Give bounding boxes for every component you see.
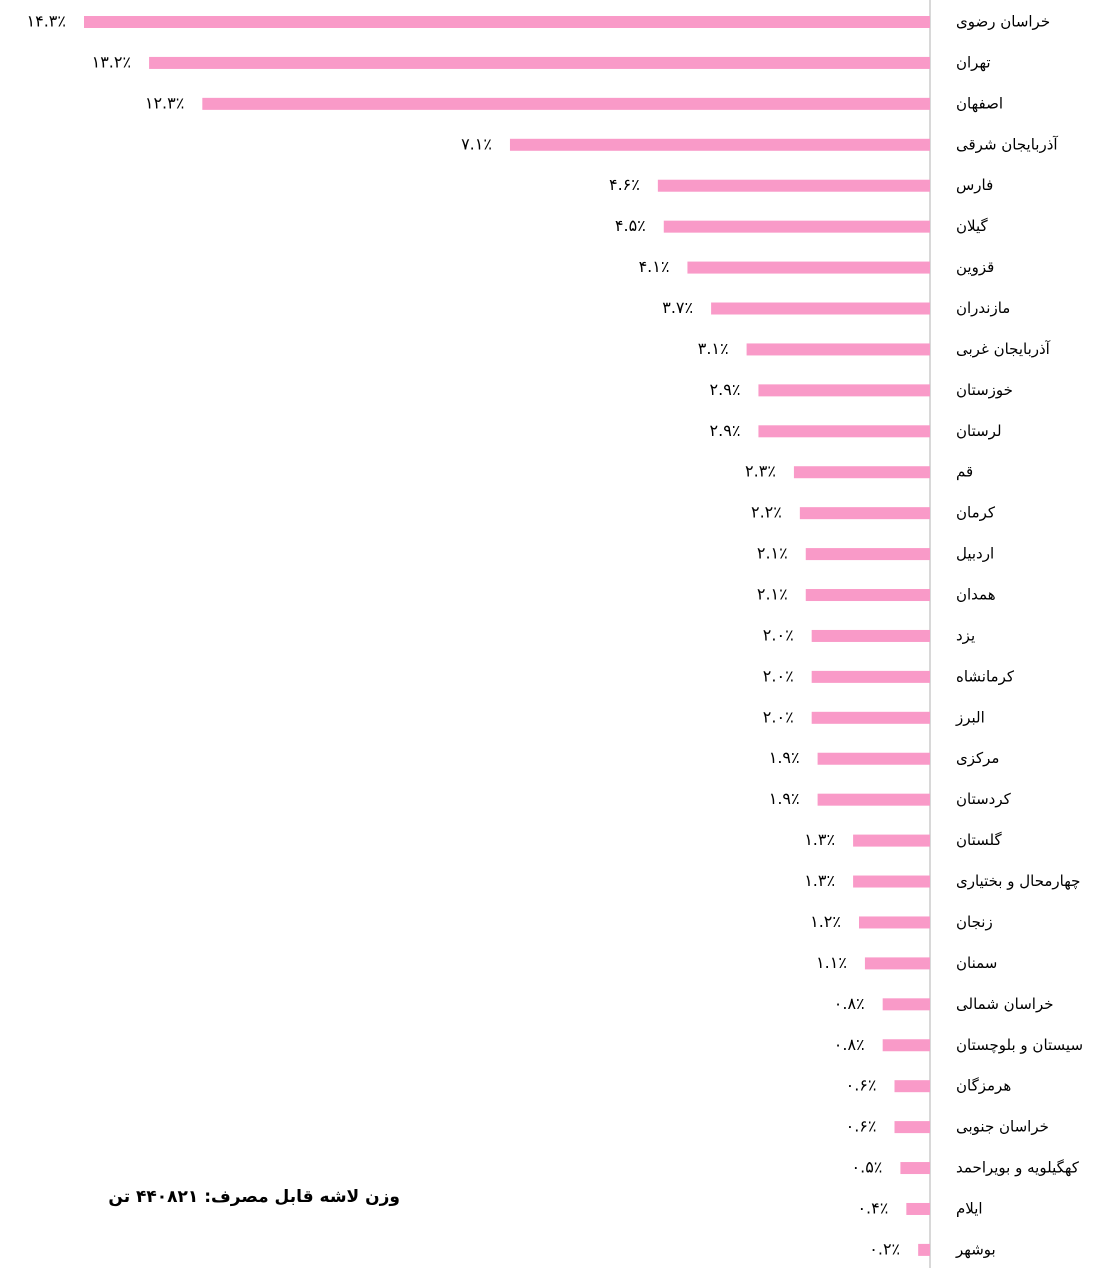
value-label: ۱.۹٪	[769, 748, 800, 767]
value-label: ۲.۲٪	[751, 503, 782, 522]
category-label: چهارمحال و بختیاری	[956, 872, 1080, 890]
bar	[918, 1243, 930, 1256]
category-label: سیستان و بلوچستان	[956, 1036, 1083, 1054]
bar	[894, 1121, 930, 1134]
category-label: کردستان	[956, 790, 1012, 808]
value-label: ۷.۱٪	[461, 134, 492, 153]
bar	[509, 138, 930, 151]
category-label: کرمان	[956, 504, 996, 522]
category-label: تهران	[956, 53, 991, 71]
value-label: ۰.۲٪	[869, 1239, 900, 1258]
bar	[906, 1202, 930, 1215]
bar	[811, 670, 930, 683]
bar	[799, 507, 930, 520]
note: وزن لاشه قابل مصرف: ۴۴۰۸۲۱ تن	[108, 1187, 400, 1207]
bar	[793, 466, 930, 479]
category-label: همدان	[956, 586, 996, 604]
value-label: ۱۳.۲٪	[92, 52, 131, 71]
value-label: ۰.۸٪	[834, 994, 865, 1013]
category-label: اردبیل	[956, 545, 994, 563]
value-label: ۰.۴٪	[857, 1198, 888, 1217]
bar	[859, 916, 930, 929]
category-label: آذربایجان شرقی	[956, 135, 1058, 153]
bar	[811, 629, 930, 642]
bar	[811, 711, 930, 724]
bar	[882, 998, 930, 1011]
value-label: ۳.۷٪	[662, 298, 693, 317]
category-label: خوزستان	[956, 381, 1013, 399]
category-label: کرمانشاه	[956, 667, 1015, 685]
bar	[758, 384, 930, 397]
value-label: ۴.۱٪	[639, 257, 670, 276]
bar	[853, 834, 930, 847]
value-label: ۲.۰٪	[763, 625, 794, 644]
bar	[687, 261, 930, 274]
category-label: مازندران	[956, 299, 1010, 317]
bar	[817, 752, 930, 765]
category-label: فارس	[956, 176, 993, 194]
category-label: کهگیلویه و بویراحمد	[956, 1159, 1080, 1177]
value-label: ۲.۹٪	[710, 421, 741, 440]
value-label: ۲.۱٪	[757, 585, 788, 604]
bar	[149, 56, 931, 69]
category-label: ایلام	[956, 1199, 983, 1217]
value-label: ۱.۳٪	[804, 871, 835, 890]
value-label: ۰.۸٪	[834, 1035, 865, 1054]
value-label: ۲.۰٪	[763, 707, 794, 726]
value-label: ۲.۰٪	[763, 666, 794, 685]
value-label: ۰.۵٪	[852, 1158, 883, 1177]
value-label: ۲.۱٪	[757, 544, 788, 563]
bar	[817, 793, 930, 806]
bar	[663, 220, 930, 233]
category-label: گلستان	[956, 831, 1002, 849]
category-label: خراسان جنوبی	[956, 1118, 1049, 1136]
category-label: خراسان رضوی	[956, 13, 1050, 31]
bar	[711, 302, 930, 315]
value-label: ۱.۳٪	[804, 830, 835, 849]
bar	[864, 957, 930, 970]
category-label: قزوین	[956, 258, 994, 276]
category-label: گیلان	[956, 217, 988, 235]
category-label: زنجان	[956, 913, 993, 931]
value-label: ۱.۲٪	[810, 912, 841, 931]
value-label: ۱۴.۳٪	[27, 12, 66, 31]
value-label: ۳.۱٪	[698, 339, 729, 358]
category-label: مرکزی	[956, 749, 999, 767]
bar	[657, 179, 930, 192]
value-label: ۱.۱٪	[816, 953, 847, 972]
bar	[805, 589, 930, 602]
category-label: بوشهر	[955, 1240, 996, 1258]
value-label: ۱.۹٪	[769, 789, 800, 808]
value-label: ۰.۶٪	[846, 1117, 877, 1136]
category-label: هرمزگان	[956, 1077, 1011, 1095]
bar	[84, 16, 930, 28]
category-label: سمنان	[956, 954, 997, 972]
category-label: اصفهان	[956, 94, 1003, 112]
bar	[805, 548, 930, 561]
category-label: خراسان شمالی	[956, 995, 1054, 1013]
bar	[202, 97, 931, 110]
category-label: یزد	[956, 626, 975, 644]
bar	[758, 425, 930, 438]
category-label: آذربایجان غربی	[956, 340, 1051, 358]
bar	[853, 875, 930, 888]
value-label: ۲.۳٪	[745, 462, 776, 481]
category-label: لرستان	[956, 422, 1002, 440]
value-label: ۲.۹٪	[710, 380, 741, 399]
bar	[882, 1039, 930, 1052]
value-label: ۰.۶٪	[846, 1076, 877, 1095]
value-label: ۴.۶٪	[609, 175, 640, 194]
value-label: ۴.۵٪	[615, 216, 646, 235]
value-label: ۱۲.۳٪	[145, 93, 184, 112]
bar	[900, 1162, 930, 1175]
bar	[894, 1080, 930, 1093]
category-label: البرز	[955, 708, 985, 726]
category-label: قم	[956, 463, 973, 481]
bar	[746, 343, 930, 356]
